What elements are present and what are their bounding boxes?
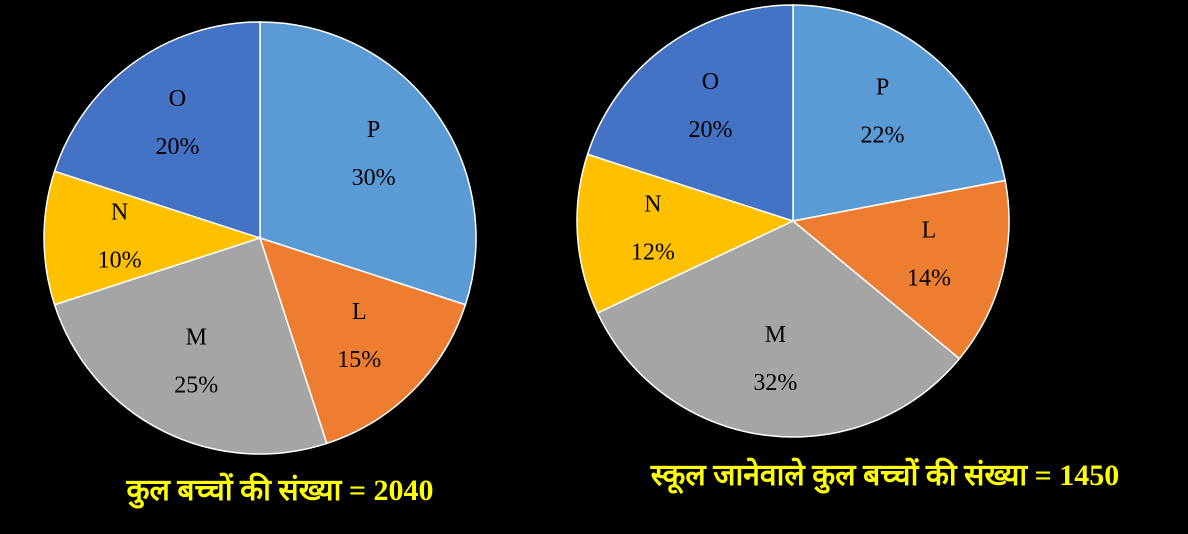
slice-category: O bbox=[169, 86, 186, 112]
slice-value-label: 10% bbox=[98, 248, 142, 274]
pie-slice bbox=[53, 237, 328, 455]
pie-slice bbox=[258, 236, 467, 445]
chart-title: कुल बच्चों की संख्या = 2040 bbox=[125, 472, 433, 509]
slice-category: P bbox=[876, 74, 889, 100]
slice-value-label: 30% bbox=[352, 165, 396, 191]
pie-slice bbox=[791, 179, 1010, 360]
slice-category: M bbox=[765, 322, 786, 348]
slice-category: O bbox=[702, 69, 719, 95]
pie-slice bbox=[43, 170, 263, 306]
slice-category: N bbox=[644, 191, 661, 217]
pie-slice bbox=[596, 220, 961, 438]
slice-value-label: 15% bbox=[337, 347, 381, 373]
pie-slice bbox=[792, 4, 1007, 222]
pie-slice bbox=[259, 21, 477, 306]
slice-value-label: 25% bbox=[174, 373, 218, 399]
slice-value-label: 32% bbox=[753, 370, 797, 396]
slice-category: P bbox=[367, 117, 380, 143]
slice-value-label: 20% bbox=[688, 117, 732, 143]
slice-category: L bbox=[352, 299, 367, 325]
slice-value-label: 12% bbox=[631, 239, 675, 265]
chart-title: स्कूल जानेवाले कुल बच्चों की संख्या = 14… bbox=[650, 457, 1120, 494]
pie-slice bbox=[53, 21, 261, 240]
slice-category: L bbox=[922, 217, 937, 243]
slice-value-label: 22% bbox=[860, 122, 904, 148]
slice-category: N bbox=[111, 200, 128, 226]
slice-value-label: 14% bbox=[907, 265, 951, 291]
slice-category: M bbox=[186, 325, 207, 351]
slice-value-label: 20% bbox=[155, 134, 199, 160]
pie-slice bbox=[586, 4, 794, 223]
pie-slice bbox=[576, 153, 796, 314]
